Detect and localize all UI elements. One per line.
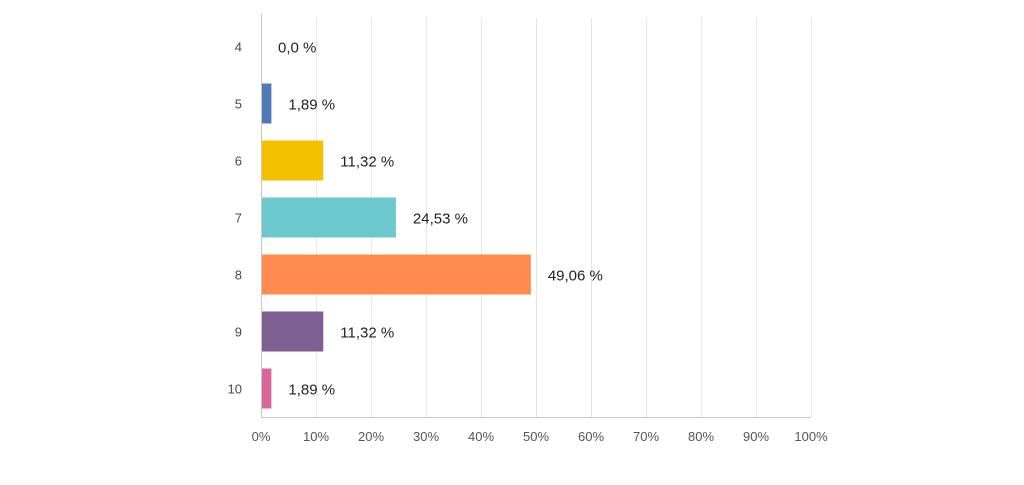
- x-tick-label: 20%: [358, 429, 384, 444]
- category-label: 7: [235, 211, 242, 226]
- bar: [261, 140, 324, 181]
- category-label: 9: [235, 325, 242, 340]
- x-tick-label: 0%: [252, 429, 271, 444]
- x-tick-label: 30%: [413, 429, 439, 444]
- data-label: 1,89 %: [288, 382, 335, 399]
- x-tick-label: 80%: [688, 429, 714, 444]
- data-label: 49,06 %: [548, 268, 603, 285]
- bar: [261, 83, 272, 124]
- x-tick-label: 90%: [743, 429, 769, 444]
- category-label: 4: [235, 40, 242, 55]
- data-label: 1,89 %: [288, 97, 335, 114]
- bar: [261, 197, 396, 238]
- category-label: 8: [235, 268, 242, 283]
- category-label: 5: [235, 97, 242, 112]
- category-label: 6: [235, 154, 242, 169]
- bar: [261, 254, 531, 295]
- x-tick-label: 100%: [794, 429, 828, 444]
- bars: [261, 83, 531, 409]
- gridlines: [261, 18, 812, 417]
- x-tick-label: 50%: [523, 429, 549, 444]
- data-label: 24,53 %: [413, 211, 468, 228]
- data-label: 0,0 %: [278, 40, 316, 57]
- x-tick-label: 60%: [578, 429, 604, 444]
- x-tick-label: 40%: [468, 429, 494, 444]
- x-tick-label: 70%: [633, 429, 659, 444]
- data-label: 11,32 %: [340, 325, 394, 342]
- x-tick-label: 10%: [303, 429, 329, 444]
- x-tick-labels: 0% 10% 20% 30% 40% 50% 60% 70% 80% 90% 100%: [252, 429, 828, 444]
- bar: [261, 368, 272, 409]
- bar: [261, 311, 324, 352]
- category-label: 10: [228, 382, 242, 397]
- data-label: 11,32 %: [340, 154, 394, 171]
